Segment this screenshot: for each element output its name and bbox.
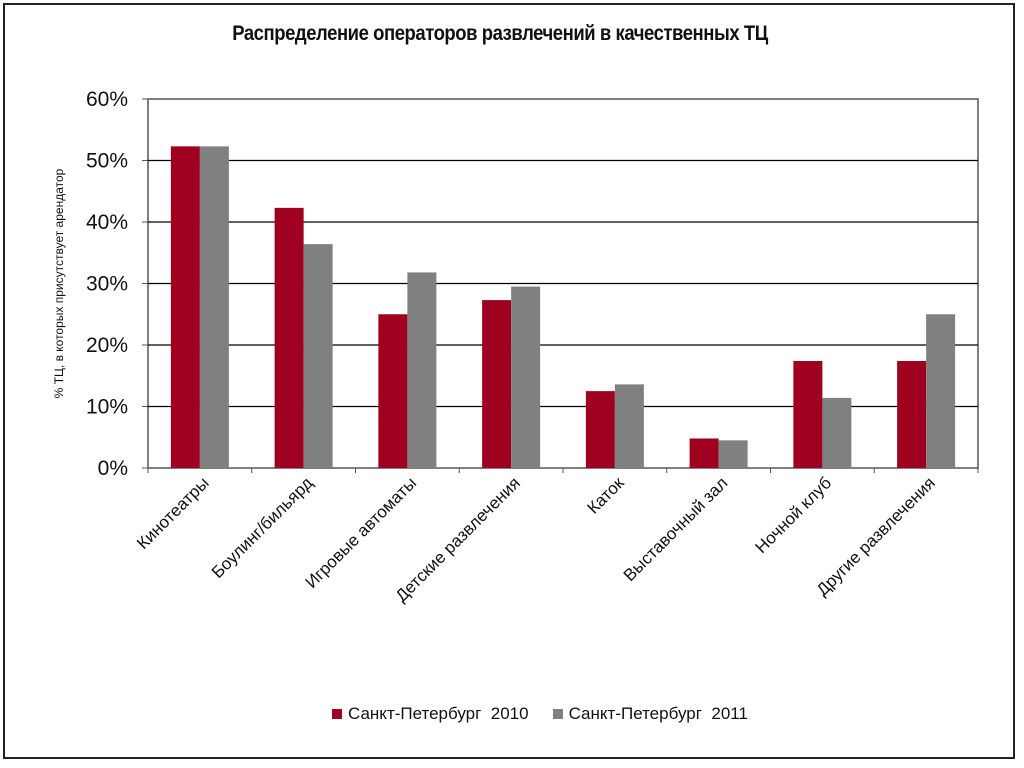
bar-2010 [274, 207, 304, 469]
bar-2010 [689, 438, 719, 468]
category-label: Кинотеатры [133, 473, 213, 553]
y-tick-label: 0% [98, 457, 128, 480]
category-label: Игровые автоматы [302, 473, 421, 592]
legend-item-2010: Санкт-Петербург 2010 [332, 704, 529, 724]
y-tick-label: 60% [86, 88, 128, 111]
category-label: Ночной клуб [752, 473, 836, 557]
y-axis-title: % ТЦ, в которых присутствует арендатор [52, 168, 66, 398]
y-tick-label: 40% [86, 211, 128, 234]
bar-2010 [897, 360, 927, 468]
legend: Санкт-Петербург 2010 Санкт-Петербург 201… [332, 704, 772, 724]
bar-2010 [585, 391, 615, 468]
category-label: Другие развлечения [813, 473, 939, 599]
bar-2011 [199, 146, 229, 469]
y-tick-label: 10% [86, 396, 128, 419]
category-label: Каток [584, 473, 629, 518]
legend-label-2011: Санкт-Петербург 2011 [568, 704, 748, 723]
bar-2011 [511, 286, 541, 468]
bar-2011 [303, 244, 333, 468]
y-tick-label: 50% [86, 150, 128, 173]
category-label: Выставочный зал [620, 473, 732, 585]
chart-title: Распределение операторов развлечений в к… [232, 22, 768, 45]
bar-2011 [822, 397, 852, 468]
bar-2011 [718, 440, 748, 468]
bar-2011 [407, 272, 437, 468]
legend-swatch-2011 [552, 709, 563, 719]
legend-label-2010: Санкт-Петербург 2010 [348, 704, 529, 723]
y-tick-label: 20% [86, 334, 128, 357]
bar-2010 [170, 146, 200, 469]
bar-2010 [378, 314, 408, 468]
bar-2011 [926, 314, 956, 468]
legend-swatch-2010 [332, 709, 342, 719]
bar-2010 [482, 300, 512, 468]
bar-2010 [793, 360, 823, 468]
bar-2011 [614, 384, 644, 468]
y-tick-label: 30% [86, 273, 128, 296]
category-label: Боулинг/бильярд [208, 473, 317, 582]
legend-item-2011: Санкт-Петербург 2011 [552, 704, 748, 724]
